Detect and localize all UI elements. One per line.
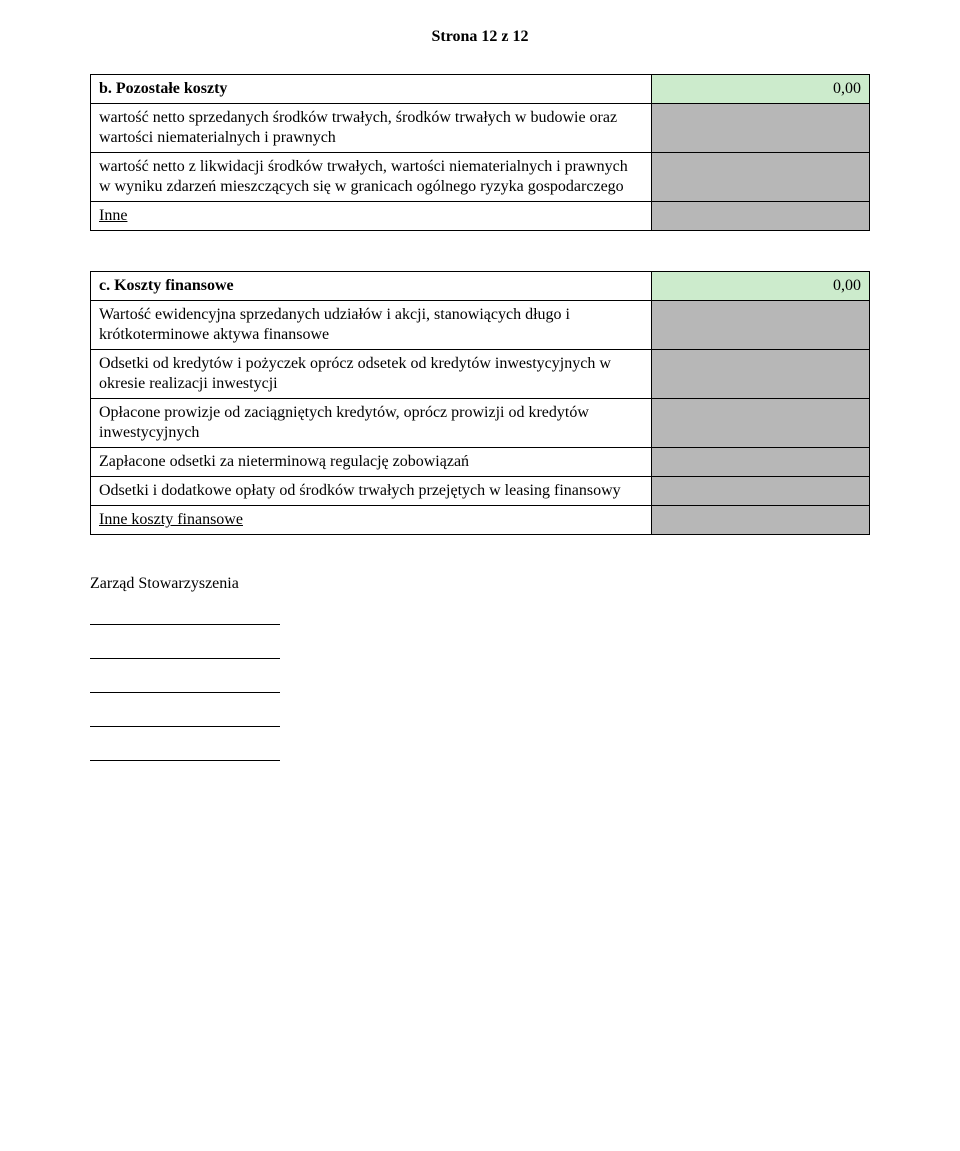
table-row: Zapłacone odsetki za nieterminową regula… — [91, 448, 870, 477]
signature-line — [90, 623, 280, 625]
table-b-row-label: wartość netto sprzedanych środków trwały… — [91, 104, 652, 153]
table-b: b. Pozostałe koszty 0,00 wartość netto s… — [90, 74, 870, 231]
signature-title: Zarząd Stowarzyszenia — [90, 575, 870, 593]
table-row: Opłacone prowizje od zaciągniętych kredy… — [91, 399, 870, 448]
page-header: Strona 12 z 12 — [90, 28, 870, 46]
table-c-row-label: Zapłacone odsetki za nieterminową regula… — [91, 448, 652, 477]
signature-block: Zarząd Stowarzyszenia — [90, 575, 870, 761]
table-c-header-row: c. Koszty finansowe 0,00 — [91, 272, 870, 301]
table-row: Inne — [91, 202, 870, 231]
table-c-header-label: c. Koszty finansowe — [91, 272, 652, 301]
signature-line — [90, 691, 280, 693]
table-row: Inne koszty finansowe — [91, 506, 870, 535]
table-row: wartość netto sprzedanych środków trwały… — [91, 104, 870, 153]
table-row: Odsetki od kredytów i pożyczek oprócz od… — [91, 350, 870, 399]
table-b-header-value: 0,00 — [651, 75, 869, 104]
table-row: Odsetki i dodatkowe opłaty od środków tr… — [91, 477, 870, 506]
table-b-row-value — [651, 153, 869, 202]
table-b-row-value — [651, 202, 869, 231]
table-c-row-label: Odsetki i dodatkowe opłaty od środków tr… — [91, 477, 652, 506]
table-b-header-label: b. Pozostałe koszty — [91, 75, 652, 104]
table-c-row-value — [651, 506, 869, 535]
underline-text: Inne koszty finansowe — [99, 511, 243, 528]
table-row: Wartość ewidencyjna sprzedanych udziałów… — [91, 301, 870, 350]
table-c-row-label: Odsetki od kredytów i pożyczek oprócz od… — [91, 350, 652, 399]
table-c-row-value — [651, 301, 869, 350]
table-c: c. Koszty finansowe 0,00 Wartość ewidenc… — [90, 271, 870, 535]
table-c-row-label: Inne koszty finansowe — [91, 506, 652, 535]
signature-line — [90, 657, 280, 659]
table-c-row-value — [651, 448, 869, 477]
table-c-header-value: 0,00 — [651, 272, 869, 301]
table-b-row-value — [651, 104, 869, 153]
table-row: wartość netto z likwidacji środków trwał… — [91, 153, 870, 202]
table-b-header-row: b. Pozostałe koszty 0,00 — [91, 75, 870, 104]
table-b-row-label: Inne — [91, 202, 652, 231]
table-c-row-value — [651, 477, 869, 506]
page: Strona 12 z 12 b. Pozostałe koszty 0,00 … — [0, 0, 960, 1151]
table-c-row-value — [651, 350, 869, 399]
signature-line — [90, 725, 280, 727]
underline-text: Inne — [99, 207, 127, 224]
table-c-row-label: Opłacone prowizje od zaciągniętych kredy… — [91, 399, 652, 448]
table-c-row-value — [651, 399, 869, 448]
table-b-row-label: wartość netto z likwidacji środków trwał… — [91, 153, 652, 202]
signature-line — [90, 759, 280, 761]
table-c-row-label: Wartość ewidencyjna sprzedanych udziałów… — [91, 301, 652, 350]
